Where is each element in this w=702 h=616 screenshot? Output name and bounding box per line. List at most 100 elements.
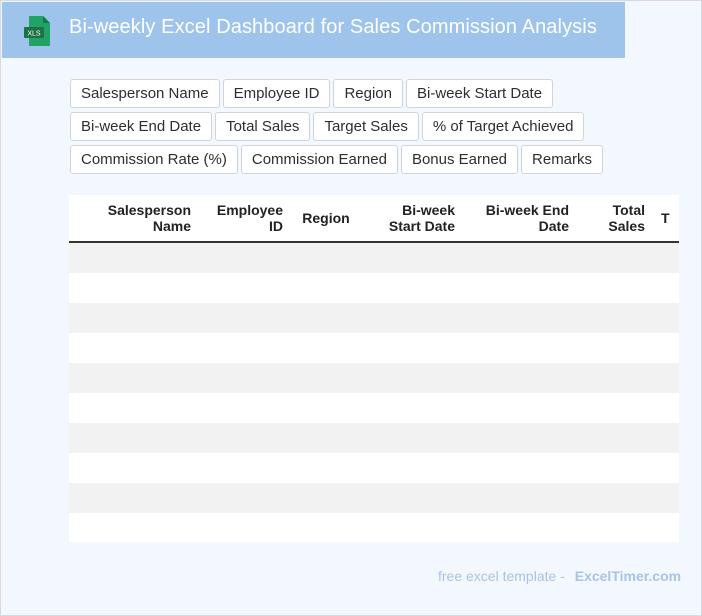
field-chip-total-sales[interactable]: Total Sales bbox=[215, 112, 311, 141]
table-cell[interactable] bbox=[291, 423, 361, 453]
table-cell[interactable] bbox=[463, 423, 577, 453]
table-cell[interactable] bbox=[463, 363, 577, 393]
table-cell[interactable] bbox=[291, 303, 361, 333]
table-cell[interactable] bbox=[199, 242, 291, 273]
table-cell[interactable] bbox=[577, 303, 653, 333]
table-cell[interactable] bbox=[291, 483, 361, 513]
table-cell[interactable] bbox=[653, 423, 679, 453]
column-header-region[interactable]: Region bbox=[291, 195, 361, 243]
table-cell[interactable] bbox=[291, 363, 361, 393]
field-chip-list: Salesperson Name Employee ID Region Bi-w… bbox=[70, 79, 690, 174]
table-cell[interactable] bbox=[69, 423, 199, 453]
table-cell[interactable] bbox=[577, 393, 653, 423]
field-chip-employee-id[interactable]: Employee ID bbox=[222, 79, 331, 108]
table-cell[interactable] bbox=[653, 513, 679, 542]
field-chip-remarks[interactable]: Remarks bbox=[521, 145, 604, 174]
table-cell[interactable] bbox=[361, 303, 463, 333]
table-cell[interactable] bbox=[69, 363, 199, 393]
field-chip-commission-rate[interactable]: Commission Rate (%) bbox=[70, 145, 238, 174]
table-cell[interactable] bbox=[653, 242, 679, 273]
table-cell[interactable] bbox=[463, 393, 577, 423]
table-cell[interactable] bbox=[653, 393, 679, 423]
table-cell[interactable] bbox=[69, 333, 199, 363]
table-cell[interactable] bbox=[69, 513, 199, 542]
table-row bbox=[69, 513, 679, 542]
table-cell[interactable] bbox=[199, 393, 291, 423]
field-chip-target-sales[interactable]: Target Sales bbox=[313, 112, 419, 141]
table-cell[interactable] bbox=[463, 333, 577, 363]
table-cell[interactable] bbox=[463, 242, 577, 273]
table-cell[interactable] bbox=[361, 483, 463, 513]
commission-table: Salesperson Name Employee ID Region Bi-w… bbox=[69, 195, 679, 542]
table-cell[interactable] bbox=[361, 273, 463, 303]
table-cell[interactable] bbox=[291, 453, 361, 483]
table-cell[interactable] bbox=[653, 333, 679, 363]
table-cell[interactable] bbox=[69, 483, 199, 513]
table-row bbox=[69, 333, 679, 363]
table-cell[interactable] bbox=[577, 273, 653, 303]
footer-prefix: free excel template - bbox=[438, 568, 565, 584]
table-cell[interactable] bbox=[199, 453, 291, 483]
table-cell[interactable] bbox=[361, 423, 463, 453]
table-cell[interactable] bbox=[653, 483, 679, 513]
table-cell[interactable] bbox=[291, 333, 361, 363]
table-cell[interactable] bbox=[291, 513, 361, 542]
table-cell[interactable] bbox=[361, 513, 463, 542]
table-cell[interactable] bbox=[199, 273, 291, 303]
xls-icon-label: XLS bbox=[27, 31, 41, 38]
table-body bbox=[69, 242, 679, 542]
table-cell[interactable] bbox=[463, 273, 577, 303]
column-header-employee-id[interactable]: Employee ID bbox=[199, 195, 291, 243]
table-cell[interactable] bbox=[653, 453, 679, 483]
table-cell[interactable] bbox=[69, 303, 199, 333]
column-header-biweek-start-date[interactable]: Bi-week Start Date bbox=[361, 195, 463, 243]
field-chip-salesperson-name[interactable]: Salesperson Name bbox=[70, 79, 220, 108]
field-chip-biweek-end-date[interactable]: Bi-week End Date bbox=[70, 112, 213, 141]
table-cell[interactable] bbox=[653, 363, 679, 393]
footer-brand-link[interactable]: ExcelTimer.com bbox=[574, 568, 682, 584]
table-cell[interactable] bbox=[463, 303, 577, 333]
table-cell[interactable] bbox=[291, 242, 361, 273]
table-cell[interactable] bbox=[463, 513, 577, 542]
field-chip-region[interactable]: Region bbox=[333, 79, 403, 108]
table-cell[interactable] bbox=[577, 513, 653, 542]
table-cell[interactable] bbox=[577, 242, 653, 273]
table-cell[interactable] bbox=[199, 483, 291, 513]
table-cell[interactable] bbox=[361, 363, 463, 393]
table-cell[interactable] bbox=[577, 423, 653, 453]
table-cell[interactable] bbox=[577, 453, 653, 483]
table-cell[interactable] bbox=[199, 363, 291, 393]
column-header-biweek-end-date[interactable]: Bi-week End Date bbox=[463, 195, 577, 243]
column-header-target-sales-truncated[interactable]: T bbox=[653, 195, 679, 243]
table-cell[interactable] bbox=[463, 453, 577, 483]
table-cell[interactable] bbox=[69, 453, 199, 483]
field-chip-commission-earned[interactable]: Commission Earned bbox=[240, 145, 398, 174]
table-cell[interactable] bbox=[199, 513, 291, 542]
table-cell[interactable] bbox=[291, 273, 361, 303]
table-row bbox=[69, 303, 679, 333]
field-chip-bonus-earned[interactable]: Bonus Earned bbox=[400, 145, 519, 174]
table-row bbox=[69, 242, 679, 273]
column-header-salesperson-name[interactable]: Salesperson Name bbox=[69, 195, 199, 243]
field-chip-percent-target-achieved[interactable]: % of Target Achieved bbox=[421, 112, 585, 141]
table-cell[interactable] bbox=[577, 363, 653, 393]
table-cell[interactable] bbox=[361, 393, 463, 423]
table-cell[interactable] bbox=[69, 273, 199, 303]
table-cell[interactable] bbox=[577, 333, 653, 363]
table-cell[interactable] bbox=[199, 303, 291, 333]
commission-table-container[interactable]: Salesperson Name Employee ID Region Bi-w… bbox=[69, 195, 679, 542]
table-cell[interactable] bbox=[291, 393, 361, 423]
table-cell[interactable] bbox=[577, 483, 653, 513]
table-cell[interactable] bbox=[199, 423, 291, 453]
table-cell[interactable] bbox=[199, 333, 291, 363]
table-cell[interactable] bbox=[69, 393, 199, 423]
column-header-total-sales[interactable]: Total Sales bbox=[577, 195, 653, 243]
table-cell[interactable] bbox=[653, 303, 679, 333]
field-chip-biweek-start-date[interactable]: Bi-week Start Date bbox=[406, 79, 554, 108]
table-cell[interactable] bbox=[361, 242, 463, 273]
table-cell[interactable] bbox=[361, 453, 463, 483]
table-cell[interactable] bbox=[361, 333, 463, 363]
table-cell[interactable] bbox=[653, 273, 679, 303]
table-cell[interactable] bbox=[463, 483, 577, 513]
table-cell[interactable] bbox=[69, 242, 199, 273]
